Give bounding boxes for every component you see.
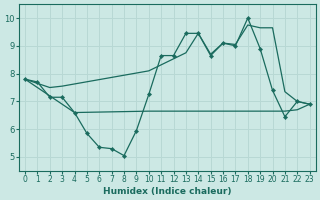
X-axis label: Humidex (Indice chaleur): Humidex (Indice chaleur) [103,187,232,196]
